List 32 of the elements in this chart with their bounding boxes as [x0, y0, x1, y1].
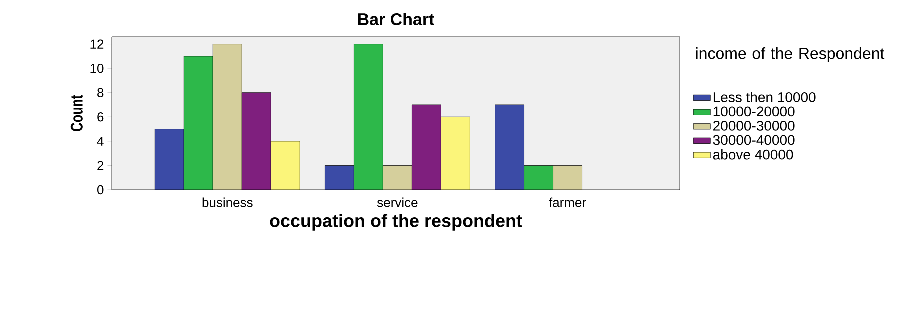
bar: [184, 56, 214, 190]
bar: [212, 44, 242, 190]
bar: [154, 129, 184, 190]
y-tick-label: 10: [90, 64, 104, 74]
x-tick-label: farmer: [549, 198, 586, 208]
y-axis-title: Count: [70, 95, 83, 132]
legend-label: Less then 10000: [714, 92, 816, 102]
legend-label: 30000-40000: [713, 135, 795, 146]
y-tick-label: 0: [98, 185, 104, 195]
bar: [383, 166, 412, 190]
bar: [495, 104, 524, 190]
legend-label: above 40000: [713, 150, 794, 160]
y-tick-label: 6: [98, 112, 104, 122]
legend-title: income of the Respondent: [696, 48, 885, 62]
bar: [354, 44, 384, 190]
y-tick-label: 2: [98, 161, 104, 170]
y-tick-label: 12: [90, 40, 104, 49]
bar: [270, 141, 300, 190]
y-tick-label: 8: [98, 88, 104, 98]
legend-label: 20000-30000: [714, 121, 795, 131]
x-tick-label: service: [377, 198, 418, 208]
legend-label: 10000-20000: [714, 106, 795, 117]
bar: [412, 104, 442, 190]
bar: [524, 166, 554, 190]
x-axis-title: occupation of the respondent: [270, 214, 522, 231]
bar: [242, 92, 272, 190]
x-tick-label: business: [202, 198, 253, 208]
bar: [441, 116, 470, 190]
y-tick-label: 4: [97, 136, 104, 146]
bar: [325, 166, 354, 190]
bar: [553, 166, 582, 190]
chart-title: Bar Chart: [358, 13, 434, 26]
